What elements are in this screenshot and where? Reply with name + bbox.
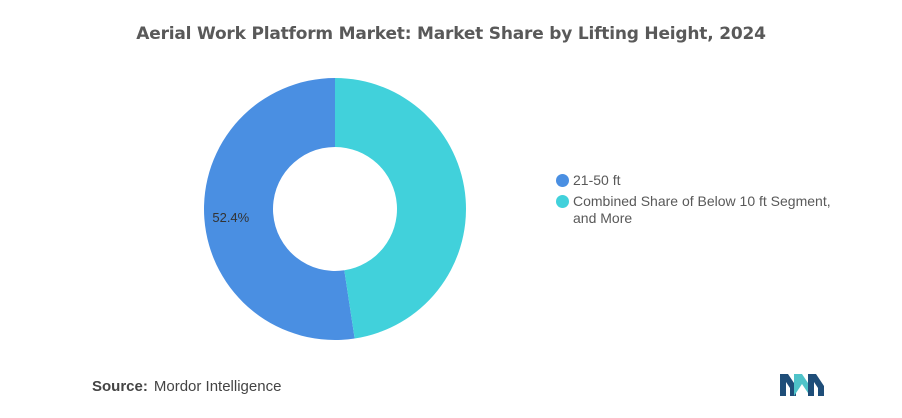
donut-slice-0 [203,78,355,341]
source-value: Mordor Intelligence [153,378,282,395]
legend-item-combined-share: Combined Share of Below 10 ft Segment, a… [556,193,846,227]
donut-slices [203,78,466,341]
legend-item-21-50-ft: 21-50 ft [556,172,846,189]
legend-label-combined-share: Combined Share of Below 10 ft Segment, a… [573,193,831,226]
legend-swatch-21-50-ft [556,174,569,187]
mordor-intelligence-logo-icon [780,374,824,396]
source-note: Source: Mordor Intelligence [92,378,281,395]
legend-swatch-combined-share [556,195,569,208]
slice-label-0: 52.4% [212,210,249,225]
chart-legend: 21-50 ft Combined Share of Below 10 ft S… [556,172,846,231]
source-label: Source: [92,378,148,395]
slice-labels: 52.4% [212,210,249,225]
donut-slice-1 [335,78,466,339]
legend-label-21-50-ft: 21-50 ft [573,172,621,188]
chart-title: Aerial Work Platform Market: Market Shar… [136,24,766,44]
